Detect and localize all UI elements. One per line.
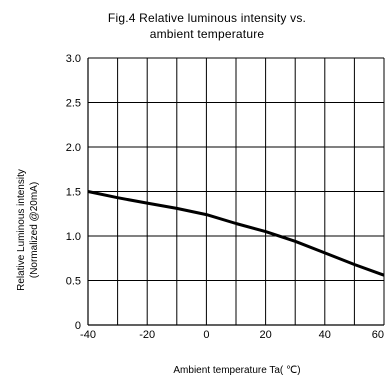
series-line (87, 190, 385, 277)
x-tick-label: 0 (203, 329, 209, 341)
y-tick-label: 2.0 (66, 142, 81, 154)
y-tick-label: 1.5 (66, 187, 81, 199)
y-axis-label-line-2: (Normalized @20mA) (29, 182, 40, 278)
y-tick-label: 0 (75, 320, 81, 332)
x-tick-label: 60 (372, 329, 384, 341)
y-tick-label: 1.0 (66, 231, 81, 243)
x-tick-label: -40 (80, 329, 96, 341)
y-tick-labels: 0 0.5 1.0 1.5 2.0 2.5 3.0 (66, 53, 81, 332)
x-tick-labels: -40 -20 0 20 40 60 (80, 329, 384, 341)
chart-title-line-1: Fig.4 Relative luminous intensity vs. (108, 11, 306, 25)
y-tick-label: 3.0 (66, 53, 81, 65)
y-tick-label: 0.5 (66, 276, 81, 288)
x-tick-label: -20 (139, 329, 155, 341)
x-tick-label: 40 (319, 329, 331, 341)
x-tick-label: 20 (259, 329, 271, 341)
y-axis-label-line-1: Relative Luminous intensity (16, 169, 27, 291)
y-tick-label: 2.5 (66, 98, 81, 110)
series-group (87, 190, 385, 277)
chart-title-line-2: ambient temperature (150, 27, 265, 41)
grid (87, 57, 385, 326)
x-axis-label: Ambient temperature Ta( ℃) (173, 365, 300, 376)
